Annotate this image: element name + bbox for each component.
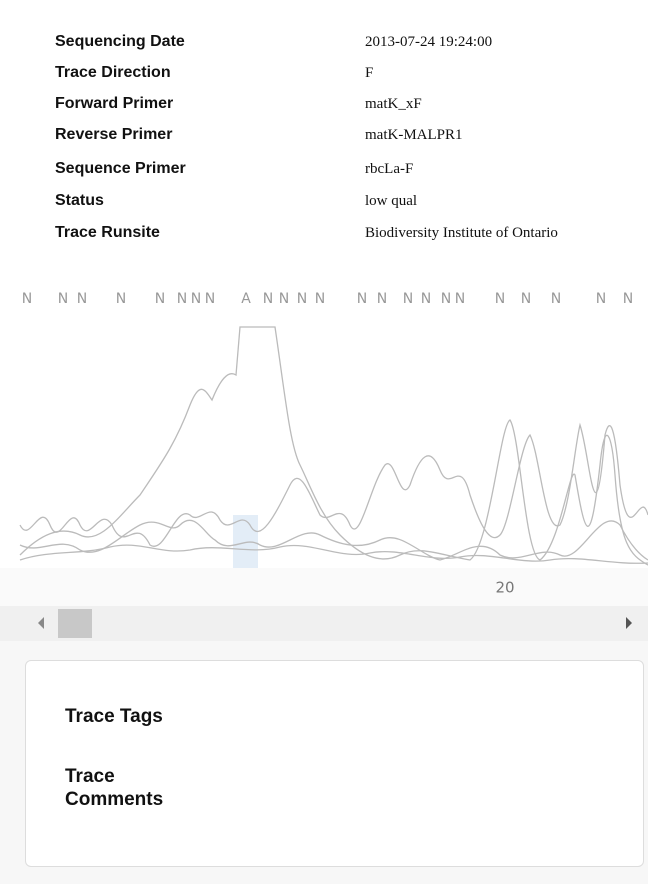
scrollbar[interactable] <box>0 606 648 641</box>
base-call: N <box>596 291 606 307</box>
comments-label: Trace Comments <box>65 766 164 810</box>
base-call: N <box>551 291 561 307</box>
base-call: N <box>116 291 126 307</box>
scroll-left[interactable] <box>38 617 44 629</box>
base-call: N <box>521 291 531 307</box>
details: Sequencing Date 2013-07-24 19:24:00 Trace … <box>0 0 648 285</box>
field-label: Reverse Primer <box>55 126 173 143</box>
trace-bg <box>0 285 648 568</box>
field-value: Biodiversity Institute of Ontario <box>365 225 558 241</box>
base-call: N <box>155 291 165 307</box>
field-label: Sequence Primer <box>55 160 186 177</box>
field-label: Forward Primer <box>55 95 174 112</box>
base-call: N <box>421 291 431 307</box>
base-call: N <box>58 291 68 307</box>
base-call: N <box>441 291 451 307</box>
field-value: 2013-07-24 19:24:00 <box>365 34 493 50</box>
base-call: N <box>279 291 289 307</box>
base-call: N <box>455 291 465 307</box>
base-call: N <box>205 291 215 307</box>
field-label: Trace Runsite <box>55 224 160 241</box>
field-value: rbcLa-F <box>365 161 414 177</box>
field-label: Trace Direction <box>55 64 171 81</box>
tags-label: Trace Tags <box>65 706 163 727</box>
base-call: N <box>315 291 325 307</box>
base-call: N <box>263 291 273 307</box>
base-call: N <box>177 291 187 307</box>
position-bar <box>0 568 648 606</box>
field-value: low qual <box>365 193 418 209</box>
base-call: N <box>403 291 413 307</box>
traces <box>19 326 648 566</box>
base-call: N <box>297 291 307 307</box>
highlight <box>233 515 258 568</box>
base-call: N <box>495 291 505 307</box>
base-call: N <box>77 291 87 307</box>
scroll-thumb[interactable] <box>58 609 92 638</box>
base-call: N <box>377 291 387 307</box>
position-label: 20 <box>495 579 514 597</box>
tags-panel: Trace Tags Trace Comments <box>25 660 644 867</box>
field-value: matK_xF <box>365 96 422 112</box>
field-value: matK-MALPR1 <box>365 127 463 143</box>
base-call: A <box>241 291 251 307</box>
field-value: F <box>365 65 374 81</box>
base-call: N <box>191 291 201 307</box>
base-call: N <box>623 291 633 307</box>
base-call: N <box>357 291 367 307</box>
base-call: N <box>22 291 32 307</box>
scroll-right[interactable] <box>626 617 632 629</box>
field-label: Sequencing Date <box>55 33 185 50</box>
field-label: Status <box>55 192 104 209</box>
